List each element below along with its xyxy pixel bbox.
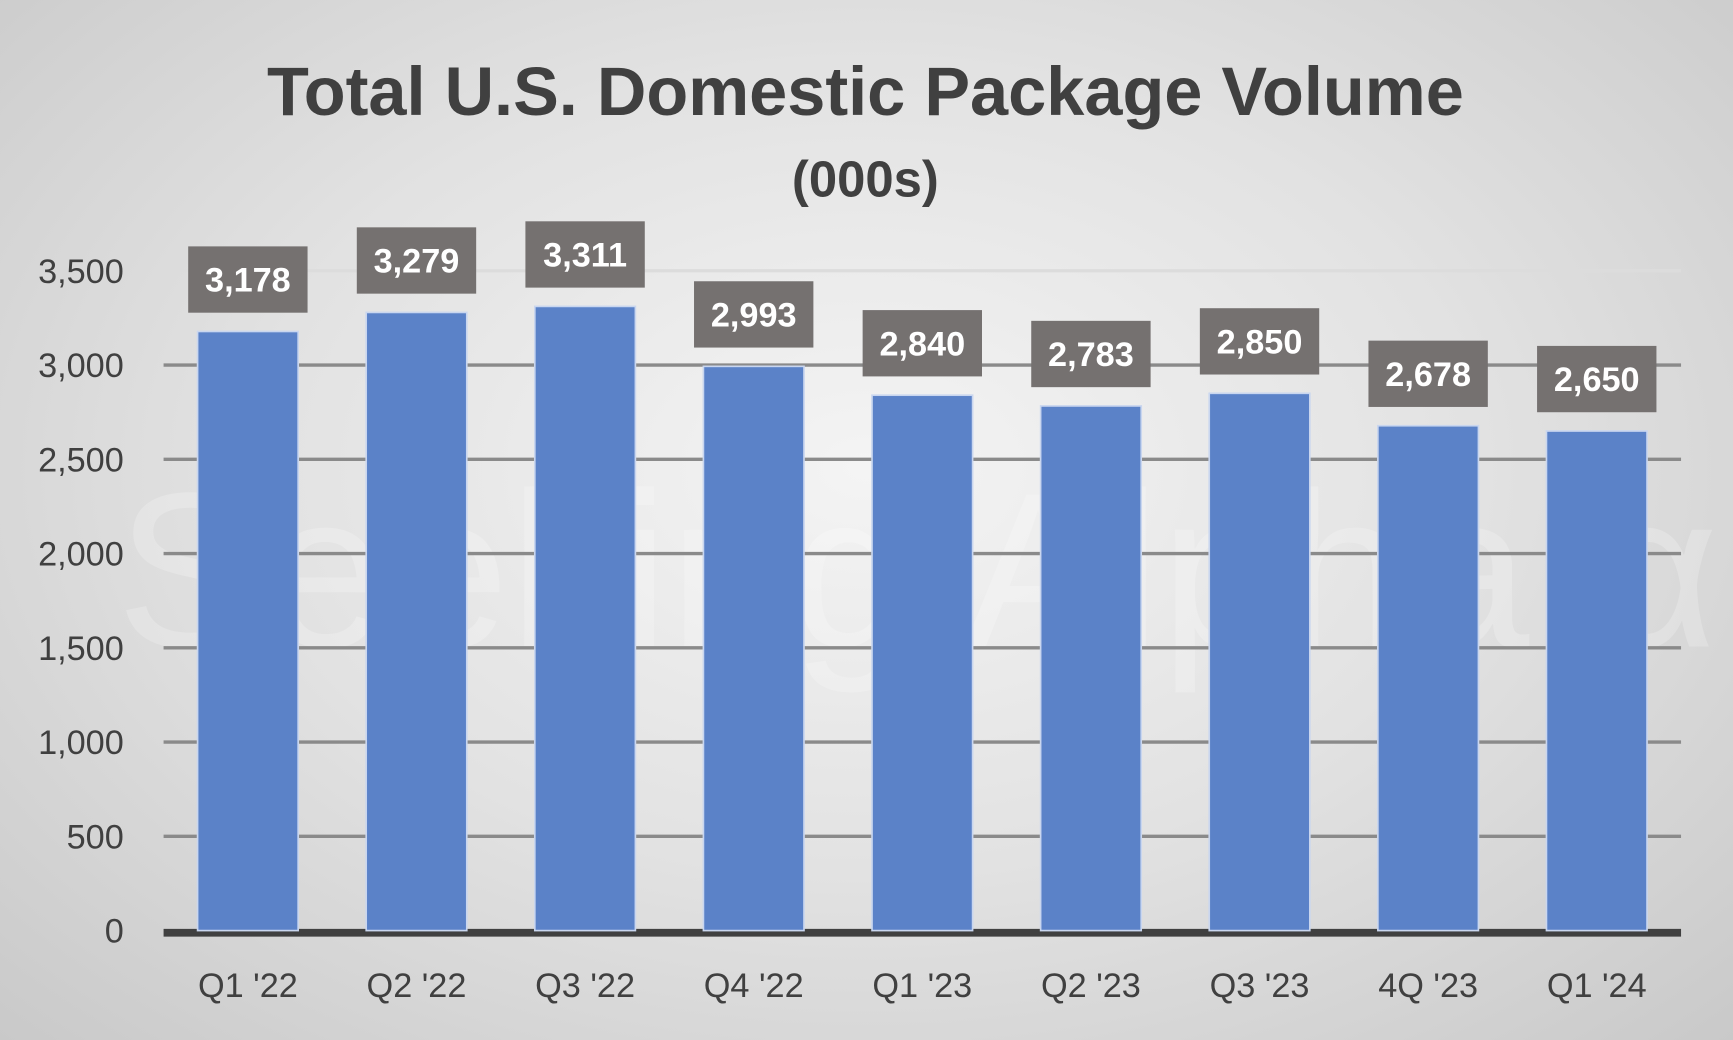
x-tick-label: Q2 '22 — [367, 967, 467, 1005]
y-tick-label: 2,500 — [38, 441, 124, 479]
data-label: 3,178 — [205, 262, 291, 300]
data-label: 2,850 — [1217, 324, 1303, 362]
chart-title: Total U.S. Domestic Package Volume — [267, 53, 1464, 130]
data-labels: 3,178 3,279 3,311 2,993 2,840 2,783 2,850 2,678… — [188, 221, 1657, 413]
data-label: 2,993 — [711, 297, 797, 335]
data-label-box — [1199, 308, 1320, 375]
y-tick-label: 0 — [105, 913, 124, 951]
y-axis-ticks: 0 500 1,000 1,500 2,000 2,500 3,000 3,500 — [38, 253, 124, 951]
data-label: 3,279 — [374, 243, 460, 281]
x-tick-label: Q3 '23 — [1210, 967, 1310, 1005]
x-axis-ticks: Q1 '22 Q2 '22 Q3 '22 Q4 '22 Q1 '23 Q2 '23 Q3 '… — [198, 967, 1647, 1005]
bar — [533, 305, 637, 932]
data-label: 3,311 — [543, 237, 627, 275]
bar — [871, 394, 974, 932]
data-label-box — [1368, 340, 1488, 407]
bar — [196, 330, 299, 932]
bar — [1039, 405, 1143, 932]
bar — [365, 311, 468, 932]
y-tick-label: 500 — [67, 818, 124, 856]
y-tick-label: 1,500 — [38, 630, 124, 668]
y-tick-label: 3,500 — [38, 253, 124, 291]
data-label-box — [356, 227, 477, 294]
data-label: 2,783 — [1048, 336, 1134, 374]
data-label: 2,840 — [879, 325, 965, 363]
data-label: 2,650 — [1554, 361, 1640, 399]
y-tick-label: 1,000 — [38, 724, 124, 762]
x-tick-label: Q1 '24 — [1547, 967, 1647, 1005]
y-tick-label: 3,000 — [38, 347, 124, 385]
bar — [1545, 430, 1648, 932]
data-label-box — [188, 246, 308, 313]
bar — [1208, 392, 1311, 932]
x-tick-label: Q1 '23 — [872, 967, 972, 1005]
data-label-box — [694, 281, 814, 348]
data-label-box — [1031, 320, 1151, 388]
x-tick-label: Q4 '22 — [704, 967, 804, 1005]
chart-subtitle: (000s) — [792, 151, 939, 208]
x-tick-label: 4Q '23 — [1378, 967, 1478, 1005]
bar — [1377, 424, 1480, 932]
data-label-box — [1537, 345, 1657, 413]
x-tick-label: Q1 '22 — [198, 967, 298, 1005]
data-label: 2,678 — [1385, 356, 1471, 394]
data-label-box — [525, 221, 645, 288]
bars — [196, 305, 1648, 932]
x-tick-label: Q3 '22 — [535, 967, 635, 1005]
bar — [702, 365, 805, 932]
x-tick-label: Q2 '23 — [1041, 967, 1141, 1005]
y-tick-label: 2,000 — [38, 536, 124, 574]
data-label-box — [862, 310, 982, 377]
